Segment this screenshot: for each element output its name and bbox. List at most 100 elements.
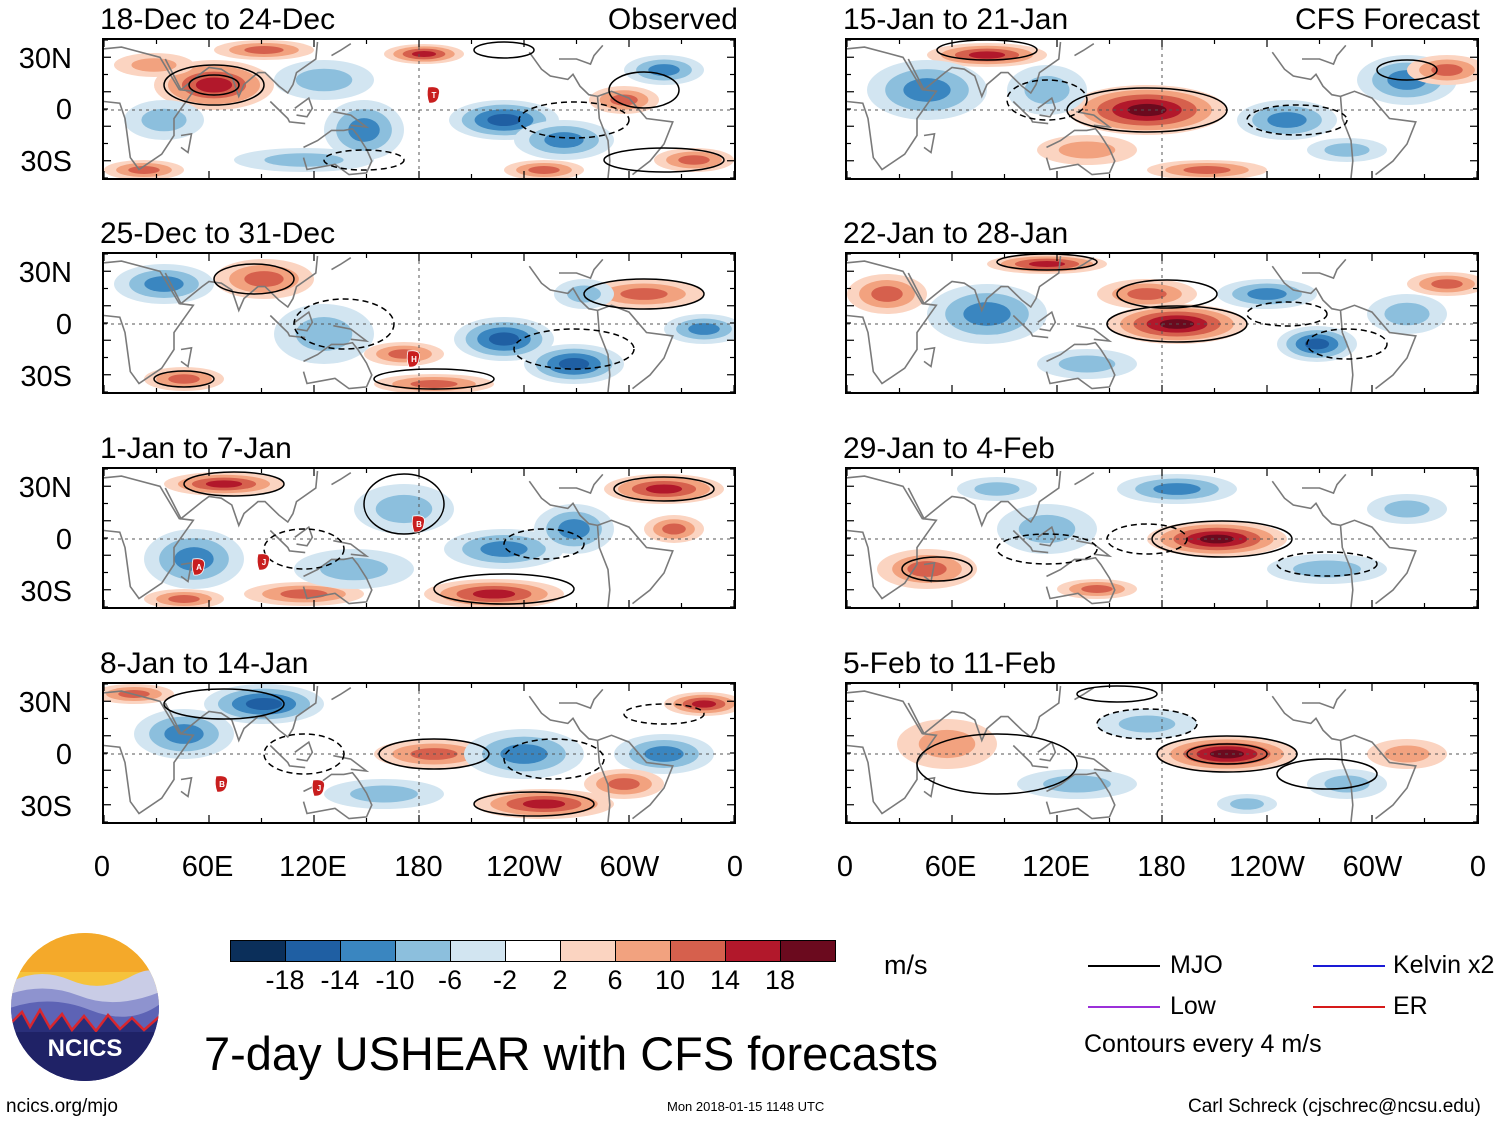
site-link[interactable]: ncics.org/mjo — [6, 1096, 118, 1117]
anomaly-shading — [1230, 798, 1264, 810]
lat-label-30s: 30S — [20, 146, 72, 178]
coastline — [559, 44, 604, 66]
colorbar-unit: m/s — [884, 950, 928, 980]
tropical-cyclone-marker: H — [406, 350, 420, 368]
panel-title-obs-1: 18-Dec to 24-Dec — [100, 3, 336, 36]
anomaly-shading — [295, 317, 353, 351]
mjo-contour — [901, 556, 973, 582]
anomaly-map: H — [104, 254, 734, 392]
logo-text: NCICS — [48, 1035, 123, 1062]
anomaly-shading — [1247, 288, 1287, 300]
ncics-logo: NCICS — [10, 932, 160, 1082]
coastline — [847, 46, 938, 171]
coastline — [104, 475, 195, 600]
coastline — [559, 688, 604, 710]
anomaly-shading — [1183, 166, 1231, 174]
colorbar-swatch — [615, 940, 671, 962]
mjo-contour — [1096, 708, 1198, 740]
er-line-swatch — [1313, 1006, 1385, 1008]
anomaly-shading — [244, 46, 284, 54]
anomaly-shading — [1028, 260, 1066, 268]
svg-text:B: B — [416, 520, 422, 529]
lon-tick-label: 0 — [93, 851, 111, 883]
lon-tick-label: 120E — [1022, 851, 1090, 883]
coastline — [1012, 100, 1049, 125]
coastline — [559, 258, 604, 280]
map-panel-obs-2: H — [102, 252, 736, 394]
anomaly-shading — [1431, 279, 1463, 289]
mjo-contour — [263, 733, 345, 775]
anomaly-map — [847, 684, 1477, 822]
anomaly-shading — [168, 374, 200, 384]
coastline — [528, 695, 611, 822]
coastline — [1271, 265, 1354, 392]
map-panel-fc-3 — [845, 467, 1479, 609]
anomaly-shading — [131, 58, 177, 72]
panel-title-fc-1: 15-Jan to 21-Jan — [843, 3, 1069, 36]
coastline — [164, 470, 319, 528]
coastline — [294, 96, 314, 118]
kelvin-line-swatch — [1313, 965, 1385, 967]
anomaly-shading — [1267, 112, 1307, 128]
lon-tick-label: 0 — [1469, 851, 1487, 883]
mjo-contour — [473, 41, 535, 59]
anomaly-shading — [1384, 302, 1430, 326]
anomaly-shading — [1127, 288, 1167, 300]
coastline — [333, 324, 370, 343]
coastline — [923, 776, 936, 798]
mjo-contour — [163, 688, 285, 720]
coastline — [1302, 473, 1347, 495]
anomaly-shading — [205, 480, 243, 488]
coastline — [333, 539, 370, 558]
coastline — [923, 346, 936, 368]
svg-text:H: H — [411, 355, 417, 364]
coastline — [597, 734, 674, 820]
anomaly-shading — [648, 64, 680, 76]
mjo-contour — [518, 101, 630, 139]
lon-tick-label: 180 — [394, 851, 443, 883]
coastline — [302, 556, 373, 605]
coastline — [1076, 539, 1113, 558]
coastline — [1012, 314, 1049, 339]
coastline — [1076, 324, 1113, 343]
map-panel-obs-1: T — [102, 38, 736, 180]
coastline — [597, 519, 674, 605]
coastline — [528, 51, 611, 178]
coastline — [1074, 687, 1095, 701]
anomaly-shading — [558, 519, 590, 539]
anomaly-shading — [1043, 775, 1111, 793]
anomaly-map: T — [104, 40, 734, 178]
tropical-cyclone-marker: J — [311, 779, 325, 797]
mjo-contour — [1006, 79, 1088, 121]
mjo-contour — [503, 528, 585, 560]
coastline — [294, 525, 314, 547]
mjo-contour — [1246, 301, 1328, 327]
mjo-contour — [603, 147, 725, 173]
mjo-contour — [213, 263, 295, 295]
coastline — [164, 41, 319, 99]
coastline — [847, 260, 938, 385]
lon-tick-label: 0 — [836, 851, 854, 883]
anomaly-shading — [1324, 143, 1370, 157]
mjo-contour — [583, 278, 705, 310]
colorbar-swatch — [505, 940, 561, 962]
coastline — [164, 685, 319, 743]
coastline — [923, 561, 936, 583]
lat-label-eq: 0 — [55, 94, 72, 126]
anomaly-shading — [610, 94, 638, 106]
mjo-contour — [188, 74, 240, 96]
coastline — [1340, 734, 1417, 820]
lat-label-30n: 30N — [18, 257, 72, 289]
tropical-cyclone-marker: B — [214, 775, 228, 793]
lon-tick-label: 120W — [1229, 851, 1305, 883]
anomaly-shading — [1304, 338, 1330, 350]
mjo-contour — [1246, 104, 1348, 136]
colorbar-label: -2 — [492, 965, 517, 995]
anomaly-shading — [544, 132, 584, 148]
anomaly-shading — [480, 541, 528, 557]
svg-text:J: J — [262, 558, 266, 567]
coastline — [294, 740, 314, 762]
svg-text:A: A — [196, 563, 202, 572]
anomaly-shading — [195, 77, 233, 93]
